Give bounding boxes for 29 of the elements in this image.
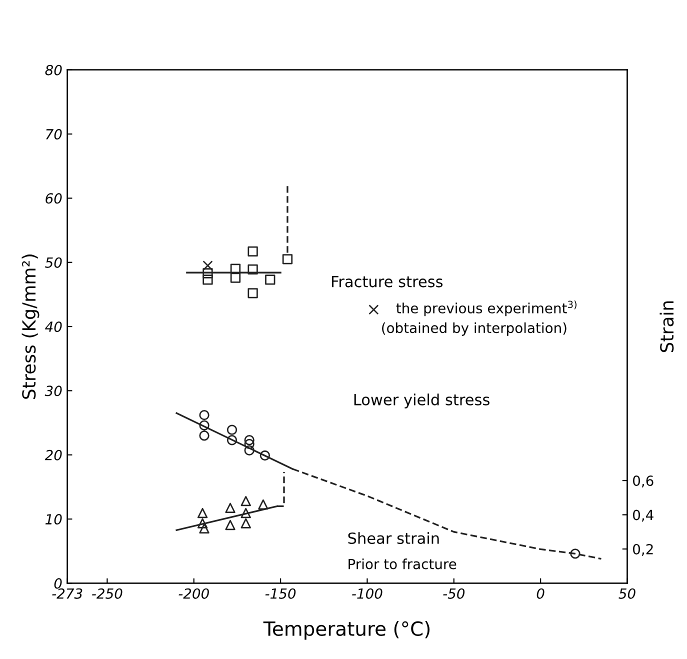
annotation: (obtained by interpolation) bbox=[382, 322, 566, 336]
y-tick-label: 50 bbox=[45, 257, 62, 268]
y-tick-label: 20 bbox=[44, 450, 62, 460]
x-axis-title: Temperature (°C) bbox=[263, 620, 430, 640]
y-tick-label: 30 bbox=[44, 386, 62, 396]
y2-axis-title: Strain bbox=[660, 301, 674, 352]
y-axis-title: Stress (Kg/mm²) bbox=[22, 254, 40, 399]
y-tick-label: 40 bbox=[45, 322, 62, 332]
x-tick-label: -100 bbox=[352, 588, 382, 599]
x-tick-label: -200 bbox=[178, 588, 209, 599]
annotation: Fracture stress bbox=[332, 276, 443, 288]
legend-label: the previous experiment$^{3)}$ bbox=[396, 300, 576, 316]
y-tick-label: 60 bbox=[46, 193, 62, 204]
x-tick-label: 50 bbox=[618, 588, 636, 599]
x-tick-label: -250 bbox=[92, 588, 122, 599]
annotation: Shear strain bbox=[348, 532, 439, 544]
y2-tick-label: 0,6 bbox=[633, 476, 654, 488]
y-tick-label: 10 bbox=[45, 514, 62, 525]
y-tick-label: 0 bbox=[54, 578, 62, 589]
x-tick-label: -150 bbox=[265, 588, 296, 599]
x-tick-label: 0 bbox=[536, 588, 544, 599]
y2-tick-label: 0,2 bbox=[633, 544, 653, 556]
x-tick-label: -50 bbox=[443, 588, 465, 599]
annotation: Lower yield stress bbox=[354, 394, 490, 408]
y-tick-label: 70 bbox=[46, 128, 62, 140]
x-tick-label: -273 bbox=[52, 588, 82, 599]
annotation: Prior to fracture bbox=[348, 558, 456, 570]
y-tick-label: 80 bbox=[45, 64, 62, 76]
y2-tick-label: 0,4 bbox=[633, 510, 654, 522]
